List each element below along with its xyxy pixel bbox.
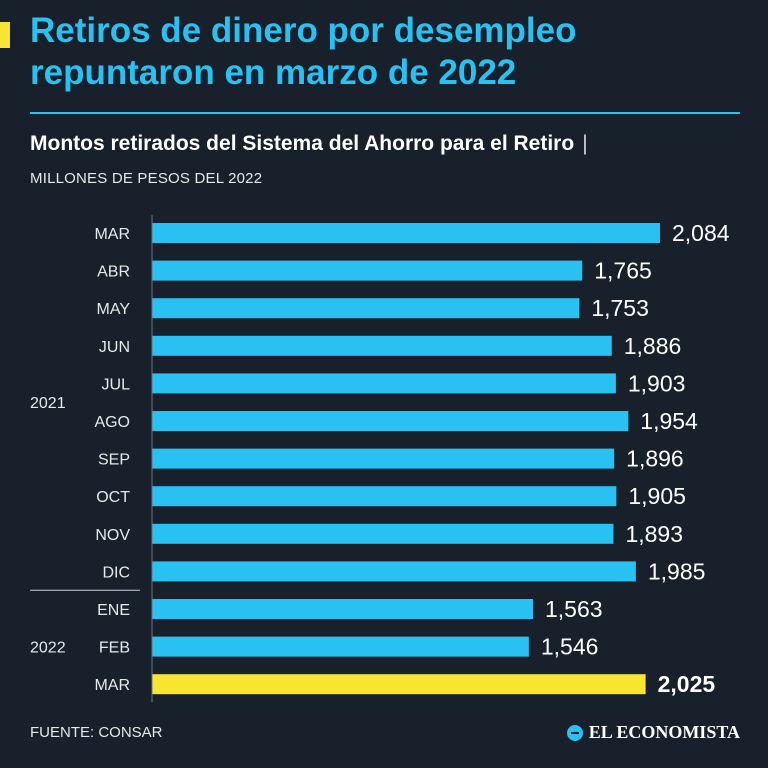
value-label: 1,563 xyxy=(545,596,603,622)
value-label: 1,886 xyxy=(624,333,682,359)
brand-logo: EL ECONOMISTA xyxy=(566,722,740,743)
bar xyxy=(152,636,529,657)
value-label: 1,896 xyxy=(626,446,684,472)
bar xyxy=(152,335,612,356)
chart-units: MILLONES DE PESOS DEL 2022 xyxy=(30,170,263,187)
category-label: MAY xyxy=(97,301,131,318)
source-note: FUENTE: CONSAR xyxy=(30,724,163,741)
bar-highlight xyxy=(152,674,646,695)
bar xyxy=(152,260,583,281)
category-label: OCT xyxy=(96,489,130,506)
bar xyxy=(152,486,617,507)
value-label: 1,753 xyxy=(591,295,649,321)
bar xyxy=(152,523,614,544)
bar xyxy=(152,448,615,469)
value-label: 1,765 xyxy=(594,258,652,284)
group-label: 2022 xyxy=(30,640,66,657)
brand-name: EL ECONOMISTA xyxy=(588,722,740,742)
group-label: 2021 xyxy=(30,395,66,412)
bar xyxy=(152,411,629,431)
category-label: MAR xyxy=(94,677,130,694)
page-title: Retiros de dinero por desempleo repuntar… xyxy=(30,11,577,92)
value-label: 1,905 xyxy=(628,483,686,509)
subtitle-text: Montos retirados del Sistema del Ahorro … xyxy=(30,132,575,155)
title-accent-bar xyxy=(0,22,10,48)
category-label: JUL xyxy=(102,376,131,393)
category-label: DIC xyxy=(102,564,130,581)
subtitle-separator: | xyxy=(582,132,588,155)
value-label: 1,546 xyxy=(541,634,599,660)
bar xyxy=(152,223,660,243)
value-label: 1,954 xyxy=(640,408,698,434)
value-label: 1,985 xyxy=(648,558,706,584)
value-label: 2,025 xyxy=(658,671,716,697)
category-label: ABR xyxy=(97,264,130,281)
bar xyxy=(152,373,616,394)
category-label: ENE xyxy=(97,602,130,619)
title-divider xyxy=(30,112,740,114)
chart-subtitle: Montos retirados del Sistema del Ahorro … xyxy=(30,132,588,156)
category-label: SEP xyxy=(98,452,130,469)
category-label: JUN xyxy=(99,339,130,356)
value-label: 1,893 xyxy=(625,521,683,547)
value-label: 1,903 xyxy=(628,370,686,396)
category-label: FEB xyxy=(99,640,130,657)
bar xyxy=(152,599,533,619)
category-label: NOV xyxy=(95,527,130,544)
category-label: MAR xyxy=(94,226,130,243)
bar xyxy=(152,298,580,319)
brand-icon xyxy=(566,724,583,741)
category-label: AGO xyxy=(94,414,130,431)
bar xyxy=(152,561,636,582)
value-label: 2,084 xyxy=(672,220,730,246)
